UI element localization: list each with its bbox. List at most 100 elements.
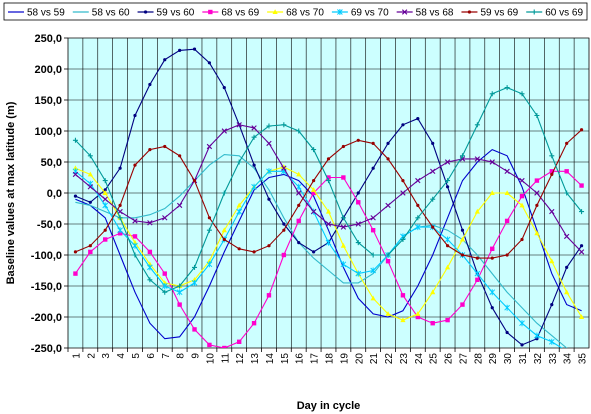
data-point bbox=[72, 171, 79, 178]
data-point bbox=[356, 200, 361, 205]
x-tick-label: 19 bbox=[339, 353, 350, 365]
legend-entry: 58 vs 59 bbox=[8, 8, 65, 19]
data-point bbox=[206, 143, 213, 150]
data-point bbox=[505, 253, 509, 257]
data-point bbox=[341, 175, 346, 180]
data-point bbox=[489, 289, 496, 296]
data-point bbox=[162, 271, 167, 276]
legend-label: 58 vs 68 bbox=[416, 8, 454, 19]
data-point bbox=[535, 337, 539, 341]
data-point bbox=[161, 283, 168, 289]
legend-entry: 58 vs 68 bbox=[396, 8, 454, 19]
x-tick-label: 2 bbox=[86, 353, 97, 359]
data-point bbox=[534, 113, 540, 118]
data-point bbox=[414, 224, 421, 231]
data-point bbox=[266, 168, 272, 175]
data-point bbox=[118, 203, 122, 207]
series-lines bbox=[72, 47, 585, 348]
data-point bbox=[103, 228, 107, 232]
data-point bbox=[236, 208, 243, 215]
data-point bbox=[490, 256, 494, 260]
series-line-58-vs-60 bbox=[75, 154, 568, 348]
x-tick-label: 33 bbox=[548, 353, 559, 365]
data-point bbox=[147, 277, 153, 283]
data-point bbox=[206, 227, 212, 233]
legend-entry: 60 vs 69 bbox=[526, 8, 583, 19]
data-point bbox=[416, 117, 420, 121]
x-tick-label: 8 bbox=[176, 353, 187, 359]
x-tick-label: 27 bbox=[458, 353, 469, 365]
x-tick-label: 35 bbox=[578, 353, 589, 365]
data-point bbox=[178, 48, 182, 53]
data-point bbox=[251, 321, 257, 326]
x-tick-label: 31 bbox=[518, 353, 529, 365]
y-tick-label: -200,0 bbox=[31, 312, 62, 324]
data-point bbox=[371, 166, 375, 170]
data-point bbox=[192, 264, 198, 270]
x-tick-label: 3 bbox=[101, 353, 112, 359]
data-point bbox=[579, 128, 584, 132]
data-point bbox=[117, 227, 123, 234]
x-axis-label: Day in cycle bbox=[297, 400, 361, 412]
data-point bbox=[400, 317, 406, 323]
x-tick-label: 24 bbox=[414, 353, 425, 365]
data-point bbox=[534, 332, 540, 339]
data-point bbox=[534, 230, 540, 236]
data-point bbox=[549, 169, 554, 174]
data-point bbox=[132, 234, 138, 239]
data-point bbox=[340, 224, 347, 230]
data-point bbox=[355, 240, 361, 246]
data-point bbox=[281, 122, 287, 128]
data-point bbox=[117, 215, 123, 221]
data-point bbox=[282, 222, 286, 226]
x-tick-label: 13 bbox=[250, 353, 261, 365]
data-point bbox=[272, 9, 278, 14]
data-point bbox=[206, 261, 213, 268]
series-60-vs-69 bbox=[72, 85, 585, 295]
x-tick-label: 7 bbox=[161, 353, 172, 359]
data-point bbox=[385, 252, 391, 258]
data-point bbox=[88, 249, 93, 255]
data-point bbox=[176, 202, 183, 209]
legend-box bbox=[3, 2, 588, 21]
data-point bbox=[192, 47, 197, 51]
series-59-vs-69 bbox=[73, 128, 584, 260]
data-point bbox=[73, 250, 78, 254]
data-point bbox=[266, 293, 272, 298]
legend-label: 58 vs 60 bbox=[92, 8, 130, 19]
data-point bbox=[133, 163, 137, 167]
legend-label: 69 vs 70 bbox=[351, 8, 389, 19]
data-point bbox=[297, 203, 301, 207]
data-point bbox=[311, 147, 317, 153]
y-axis-ticks: -250,0 -200,0 -150,0 -100,0 -50,0 0,0 50,0 100,… bbox=[31, 33, 68, 355]
data-point bbox=[474, 156, 481, 162]
series-58-vs-68 bbox=[72, 122, 585, 255]
x-tick-label: 16 bbox=[295, 353, 306, 365]
data-point bbox=[88, 200, 92, 204]
data-point bbox=[163, 58, 167, 62]
data-point bbox=[519, 91, 525, 97]
data-point bbox=[415, 311, 421, 316]
data-point bbox=[102, 178, 108, 184]
data-point bbox=[370, 215, 376, 221]
data-point bbox=[221, 190, 227, 196]
x-tick-label: 34 bbox=[563, 353, 574, 365]
data-point bbox=[370, 228, 376, 233]
data-point bbox=[237, 247, 241, 251]
data-point bbox=[415, 314, 421, 320]
data-point bbox=[474, 122, 480, 128]
x-tick-label: 12 bbox=[235, 353, 246, 365]
data-point bbox=[147, 264, 153, 271]
data-point bbox=[192, 327, 197, 332]
x-tick-label: 6 bbox=[146, 353, 157, 359]
data-point bbox=[148, 148, 152, 152]
data-point bbox=[133, 113, 137, 118]
y-tick-label: 100,0 bbox=[34, 126, 62, 138]
data-point bbox=[475, 256, 479, 260]
data-point bbox=[564, 169, 569, 174]
legend-label: 59 vs 60 bbox=[157, 8, 195, 19]
data-point bbox=[459, 153, 465, 159]
data-point bbox=[564, 190, 570, 196]
data-point bbox=[87, 171, 93, 177]
data-point bbox=[163, 144, 167, 149]
